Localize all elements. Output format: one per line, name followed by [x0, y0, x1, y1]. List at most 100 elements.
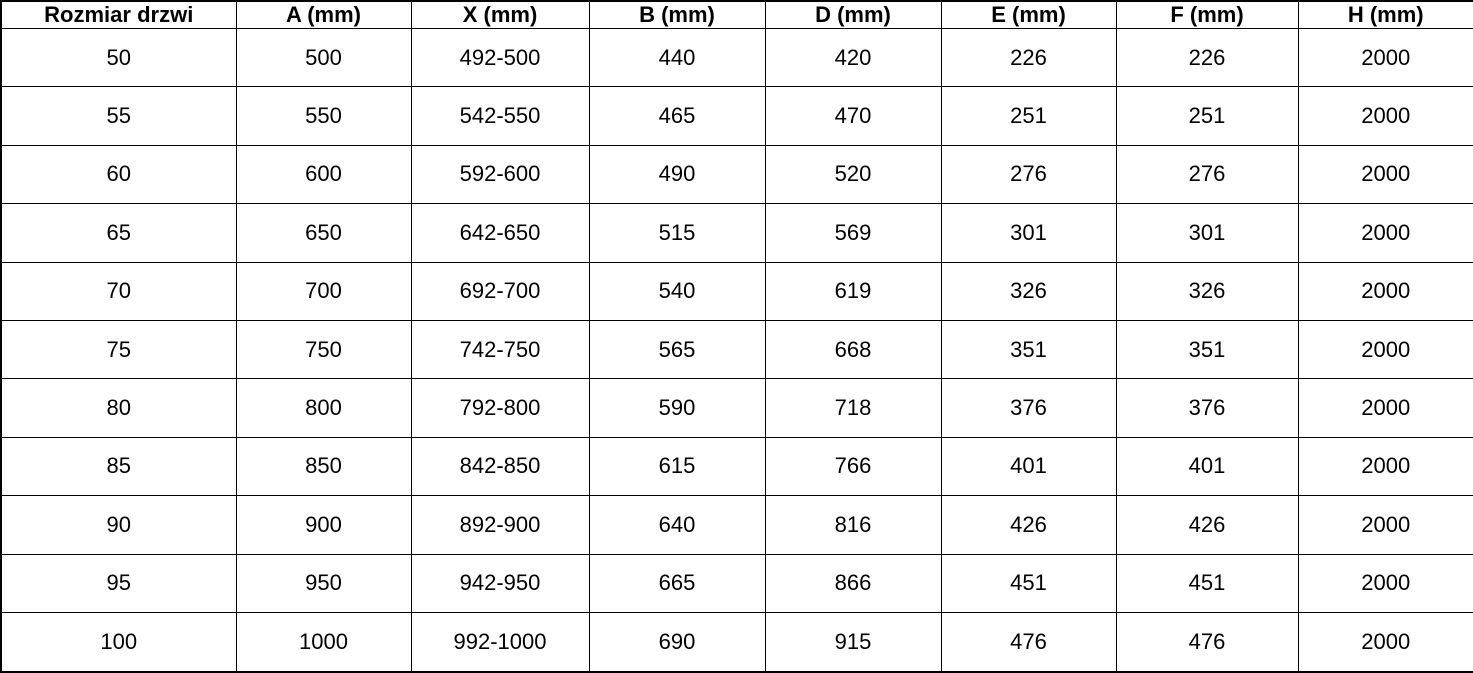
- table-cell: 590: [588, 378, 766, 438]
- table-cell: 500: [235, 27, 412, 88]
- table-cell: 2000: [1297, 378, 1473, 438]
- table-cell: 700: [235, 261, 412, 321]
- table-cell: 2000: [1297, 436, 1473, 497]
- table-cell: 742-750: [410, 319, 590, 380]
- table-cell: 426: [1115, 495, 1299, 555]
- table-cell: 90: [0, 495, 237, 555]
- table-cell: 992-1000: [410, 611, 590, 673]
- table-row: 50 500 492-500 440 420 226 226 2000: [0, 27, 1473, 88]
- table-cell: 420: [764, 27, 942, 88]
- table-cell: 718: [764, 378, 942, 438]
- table-cell: 2000: [1297, 553, 1473, 613]
- table-cell: 50: [0, 27, 237, 88]
- table-cell: 376: [1115, 378, 1299, 438]
- table-row: 90 900 892-900 640 816 426 426 2000: [0, 495, 1473, 555]
- table-cell: 766: [764, 436, 942, 497]
- table-header-row: Rozmiar drzwi A (mm) X (mm) B (mm) D (mm) E (…: [0, 0, 1473, 29]
- table-cell: 60: [0, 144, 237, 205]
- table-cell: 950: [235, 553, 412, 613]
- table-cell: 85: [0, 436, 237, 497]
- table-cell: 942-950: [410, 553, 590, 613]
- table-cell: 792-800: [410, 378, 590, 438]
- column-header: X (mm): [410, 0, 590, 29]
- table-cell: 2000: [1297, 319, 1473, 380]
- column-header: Rozmiar drzwi: [0, 0, 237, 29]
- table-cell: 850: [235, 436, 412, 497]
- table-row: 65 650 642-650 515 569 301 301 2000: [0, 203, 1473, 263]
- table-cell: 55: [0, 86, 237, 146]
- table-cell: 451: [940, 553, 1117, 613]
- table-cell: 2000: [1297, 27, 1473, 88]
- table-cell: 668: [764, 319, 942, 380]
- table-row: 100 1000 992-1000 690 915 476 476 2000: [0, 611, 1473, 673]
- table-cell: 301: [940, 203, 1117, 263]
- table-cell: 95: [0, 553, 237, 613]
- table-cell: 440: [588, 27, 766, 88]
- table-cell: 1000: [235, 611, 412, 673]
- table-cell: 351: [1115, 319, 1299, 380]
- table-row: 60 600 592-600 490 520 276 276 2000: [0, 144, 1473, 205]
- table-row: 55 550 542-550 465 470 251 251 2000: [0, 86, 1473, 146]
- table-cell: 569: [764, 203, 942, 263]
- table-cell: 351: [940, 319, 1117, 380]
- table-cell: 80: [0, 378, 237, 438]
- table-cell: 2000: [1297, 495, 1473, 555]
- table-cell: 640: [588, 495, 766, 555]
- table-cell: 2000: [1297, 611, 1473, 673]
- table-cell: 470: [764, 86, 942, 146]
- table-cell: 2000: [1297, 86, 1473, 146]
- table-cell: 401: [940, 436, 1117, 497]
- table-cell: 690: [588, 611, 766, 673]
- table-cell: 592-600: [410, 144, 590, 205]
- table-row: 95 950 942-950 665 866 451 451 2000: [0, 553, 1473, 613]
- column-header: A (mm): [235, 0, 412, 29]
- table-cell: 492-500: [410, 27, 590, 88]
- table-cell: 276: [940, 144, 1117, 205]
- table-cell: 70: [0, 261, 237, 321]
- table-cell: 490: [588, 144, 766, 205]
- table-cell: 520: [764, 144, 942, 205]
- table-row: 80 800 792-800 590 718 376 376 2000: [0, 378, 1473, 438]
- table-cell: 226: [1115, 27, 1299, 88]
- table-cell: 251: [940, 86, 1117, 146]
- table-cell: 615: [588, 436, 766, 497]
- table-cell: 540: [588, 261, 766, 321]
- table-cell: 866: [764, 553, 942, 613]
- table-cell: 276: [1115, 144, 1299, 205]
- column-header: E (mm): [940, 0, 1117, 29]
- table-cell: 800: [235, 378, 412, 438]
- table-cell: 226: [940, 27, 1117, 88]
- table-cell: 401: [1115, 436, 1299, 497]
- table-body: 50 500 492-500 440 420 226 226 2000 55 550 542-550…: [0, 27, 1473, 673]
- table-cell: 600: [235, 144, 412, 205]
- column-header: H (mm): [1297, 0, 1473, 29]
- table-cell: 2000: [1297, 261, 1473, 321]
- table-cell: 451: [1115, 553, 1299, 613]
- table-cell: 642-650: [410, 203, 590, 263]
- table-cell: 692-700: [410, 261, 590, 321]
- table-cell: 650: [235, 203, 412, 263]
- table-cell: 900: [235, 495, 412, 555]
- table-cell: 376: [940, 378, 1117, 438]
- table-cell: 65: [0, 203, 237, 263]
- table-cell: 515: [588, 203, 766, 263]
- table-row: 85 850 842-850 615 766 401 401 2000: [0, 436, 1473, 497]
- table-cell: 426: [940, 495, 1117, 555]
- table-cell: 465: [588, 86, 766, 146]
- column-header: B (mm): [588, 0, 766, 29]
- table-header: Rozmiar drzwi A (mm) X (mm) B (mm) D (mm) E (…: [0, 0, 1473, 29]
- table-cell: 326: [1115, 261, 1299, 321]
- table-row: 70 700 692-700 540 619 326 326 2000: [0, 261, 1473, 321]
- table-cell: 2000: [1297, 144, 1473, 205]
- table-cell: 100: [0, 611, 237, 673]
- table-cell: 550: [235, 86, 412, 146]
- table-cell: 892-900: [410, 495, 590, 555]
- table-cell: 476: [1115, 611, 1299, 673]
- table-cell: 915: [764, 611, 942, 673]
- table-cell: 565: [588, 319, 766, 380]
- table-cell: 619: [764, 261, 942, 321]
- table-cell: 75: [0, 319, 237, 380]
- table-cell: 842-850: [410, 436, 590, 497]
